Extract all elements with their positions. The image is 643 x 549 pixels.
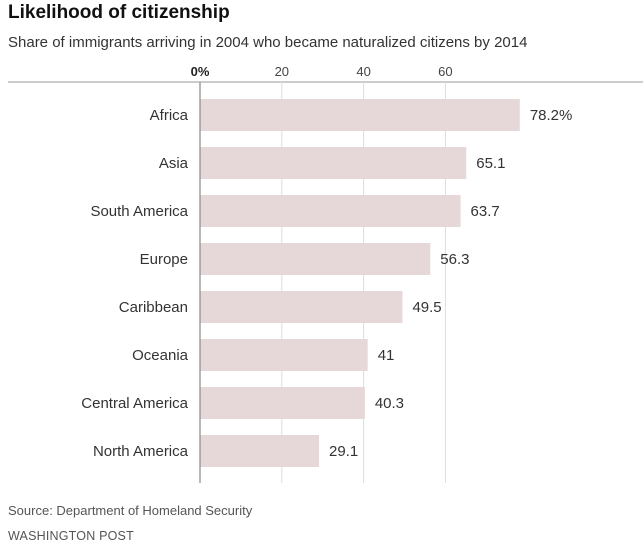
value-label: 29.1 bbox=[329, 443, 358, 460]
x-tick-label: 60 bbox=[438, 64, 452, 79]
x-tick-label: 20 bbox=[275, 64, 289, 79]
category-label: Europe bbox=[140, 251, 188, 268]
x-tick-label: 0% bbox=[191, 64, 210, 79]
bar bbox=[200, 339, 368, 371]
bar-chart: Africa 78.2% Asia 65.1 South America 63.7 Euro… bbox=[8, 64, 643, 483]
value-label: 49.5 bbox=[412, 299, 441, 316]
chart-subtitle: Share of immigrants arriving in 2004 who… bbox=[8, 34, 528, 51]
value-label: 56.3 bbox=[440, 251, 469, 268]
value-label: 41 bbox=[378, 347, 395, 364]
category-label: South America bbox=[90, 203, 188, 220]
chart-title: Likelihood of citizenship bbox=[8, 2, 230, 23]
bar bbox=[200, 291, 403, 323]
category-label: Central America bbox=[81, 395, 188, 412]
source-note: Source: Department of Homeland Security bbox=[8, 503, 253, 518]
value-label: 78.2% bbox=[530, 107, 573, 124]
bar bbox=[200, 243, 431, 275]
bar bbox=[200, 435, 320, 467]
category-label: Asia bbox=[159, 155, 189, 172]
bar bbox=[200, 99, 520, 131]
category-label: Caribbean bbox=[119, 299, 188, 316]
bar bbox=[200, 147, 467, 179]
category-label: Africa bbox=[150, 107, 189, 124]
bar bbox=[200, 387, 365, 419]
category-label: Oceania bbox=[132, 347, 189, 364]
category-label: North America bbox=[93, 443, 189, 460]
publisher-credit: WASHINGTON POST bbox=[8, 529, 134, 543]
bar bbox=[200, 195, 461, 227]
value-label: 65.1 bbox=[476, 155, 505, 172]
value-label: 63.7 bbox=[471, 203, 500, 220]
x-tick-label: 40 bbox=[356, 64, 370, 79]
value-label: 40.3 bbox=[375, 395, 404, 412]
